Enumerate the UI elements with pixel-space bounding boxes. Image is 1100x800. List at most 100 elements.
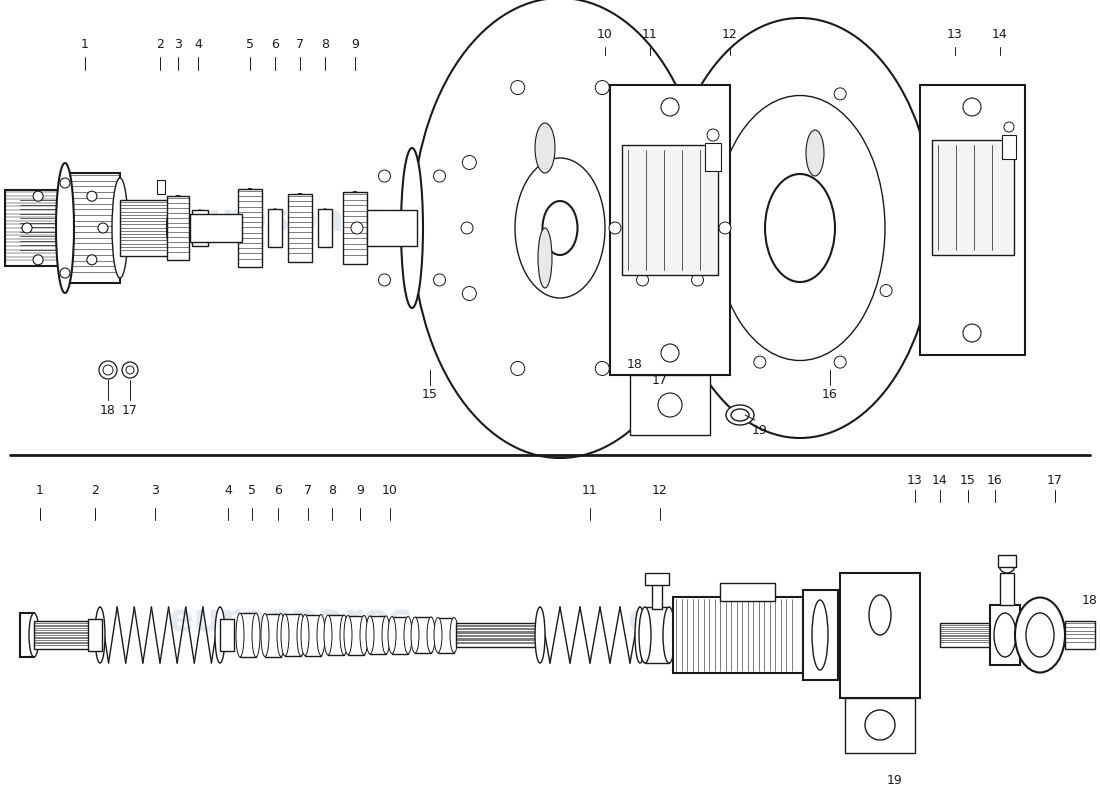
- Ellipse shape: [535, 123, 556, 173]
- Text: 12: 12: [652, 483, 668, 497]
- Circle shape: [962, 324, 981, 342]
- Text: 3: 3: [174, 38, 182, 51]
- Ellipse shape: [277, 614, 285, 657]
- Circle shape: [708, 159, 719, 171]
- Circle shape: [33, 255, 43, 265]
- Ellipse shape: [344, 615, 352, 654]
- Circle shape: [433, 274, 446, 286]
- Ellipse shape: [427, 617, 434, 653]
- Circle shape: [707, 129, 719, 141]
- Bar: [265, 614, 280, 657]
- Text: eurospares: eurospares: [627, 601, 872, 639]
- Text: 1: 1: [36, 483, 44, 497]
- Circle shape: [122, 362, 138, 378]
- Ellipse shape: [404, 617, 412, 654]
- Bar: [220, 619, 234, 651]
- Bar: [20, 613, 34, 657]
- Bar: [343, 192, 367, 264]
- Text: 10: 10: [597, 29, 613, 42]
- Text: eurospares: eurospares: [167, 601, 412, 639]
- Ellipse shape: [280, 614, 289, 656]
- Ellipse shape: [542, 201, 578, 255]
- Circle shape: [999, 557, 1015, 573]
- Circle shape: [433, 170, 446, 182]
- Ellipse shape: [112, 178, 128, 278]
- Text: 6: 6: [274, 483, 282, 497]
- Text: 5: 5: [248, 483, 256, 497]
- Ellipse shape: [639, 607, 651, 663]
- Circle shape: [103, 365, 113, 375]
- Ellipse shape: [360, 615, 368, 654]
- Circle shape: [595, 81, 609, 94]
- Circle shape: [834, 356, 846, 368]
- Bar: [803, 590, 838, 680]
- Circle shape: [644, 286, 658, 301]
- Bar: [705, 143, 720, 171]
- Bar: [348, 615, 364, 654]
- Bar: [645, 607, 669, 663]
- Bar: [645, 573, 669, 585]
- Ellipse shape: [411, 617, 419, 653]
- Ellipse shape: [412, 0, 708, 458]
- Bar: [932, 140, 1014, 255]
- Bar: [65, 173, 120, 283]
- Text: 11: 11: [642, 29, 658, 42]
- Ellipse shape: [366, 616, 374, 654]
- Text: 1: 1: [81, 38, 89, 51]
- Bar: [167, 196, 189, 260]
- Ellipse shape: [324, 615, 332, 655]
- Text: 18: 18: [1082, 594, 1098, 606]
- Text: 15: 15: [960, 474, 976, 486]
- Text: 5: 5: [246, 38, 254, 51]
- Text: 8: 8: [328, 483, 336, 497]
- Bar: [190, 214, 242, 242]
- Text: 15: 15: [422, 389, 438, 402]
- Ellipse shape: [294, 204, 306, 252]
- Bar: [920, 85, 1025, 355]
- Bar: [240, 613, 256, 657]
- Ellipse shape: [261, 614, 270, 657]
- Circle shape: [87, 255, 97, 265]
- Circle shape: [22, 223, 32, 233]
- Ellipse shape: [214, 607, 225, 663]
- Bar: [940, 623, 990, 647]
- Bar: [621, 145, 718, 275]
- Circle shape: [99, 361, 117, 379]
- Ellipse shape: [319, 209, 331, 247]
- Ellipse shape: [666, 18, 935, 438]
- Circle shape: [60, 178, 70, 188]
- Bar: [157, 180, 165, 194]
- Circle shape: [462, 155, 476, 170]
- Bar: [840, 573, 920, 698]
- Circle shape: [692, 274, 704, 286]
- Bar: [288, 194, 312, 262]
- Text: 16: 16: [822, 389, 838, 402]
- Ellipse shape: [270, 209, 280, 247]
- Circle shape: [1004, 122, 1014, 132]
- Ellipse shape: [812, 600, 828, 670]
- Ellipse shape: [167, 196, 189, 260]
- Ellipse shape: [869, 595, 891, 635]
- Bar: [370, 616, 386, 654]
- Circle shape: [378, 274, 390, 286]
- Text: eurospares: eurospares: [558, 201, 803, 239]
- Text: 6: 6: [271, 38, 279, 51]
- Circle shape: [510, 362, 525, 375]
- Circle shape: [661, 344, 679, 362]
- Bar: [268, 209, 282, 247]
- Circle shape: [644, 155, 658, 170]
- Text: 17: 17: [122, 403, 138, 417]
- Bar: [652, 583, 662, 609]
- Circle shape: [865, 710, 895, 740]
- Ellipse shape: [29, 613, 38, 657]
- Bar: [88, 619, 102, 651]
- Text: 19: 19: [752, 423, 768, 437]
- Circle shape: [126, 366, 134, 374]
- Circle shape: [461, 222, 473, 234]
- Ellipse shape: [194, 210, 206, 246]
- Text: 13: 13: [947, 29, 962, 42]
- Ellipse shape: [994, 613, 1016, 657]
- Bar: [456, 623, 536, 647]
- Circle shape: [637, 170, 649, 182]
- Circle shape: [692, 170, 704, 182]
